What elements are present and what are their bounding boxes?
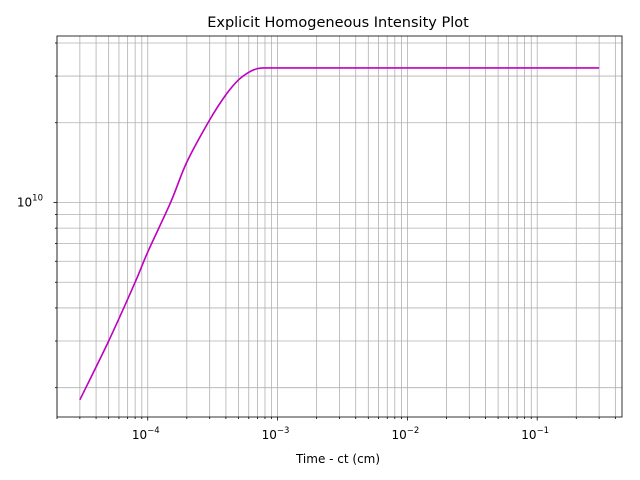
- y-tick-label: 1010: [17, 193, 43, 209]
- x-tick-label: 10−3: [262, 426, 290, 442]
- chart-title: Explicit Homogeneous Intensity Plot: [207, 15, 469, 31]
- x-tick-label: 10−1: [521, 426, 549, 442]
- grid: [56, 36, 622, 417]
- x-tick-label: 10−4: [132, 426, 160, 442]
- series-group: [79, 67, 600, 401]
- x-tick-label: 10−2: [391, 426, 419, 442]
- x-axis-label: Time - ct (cm): [295, 452, 380, 466]
- intensity-series-line: [79, 67, 600, 401]
- ticks: 10−4 10−3 10−2 10−1 1010: [17, 42, 616, 442]
